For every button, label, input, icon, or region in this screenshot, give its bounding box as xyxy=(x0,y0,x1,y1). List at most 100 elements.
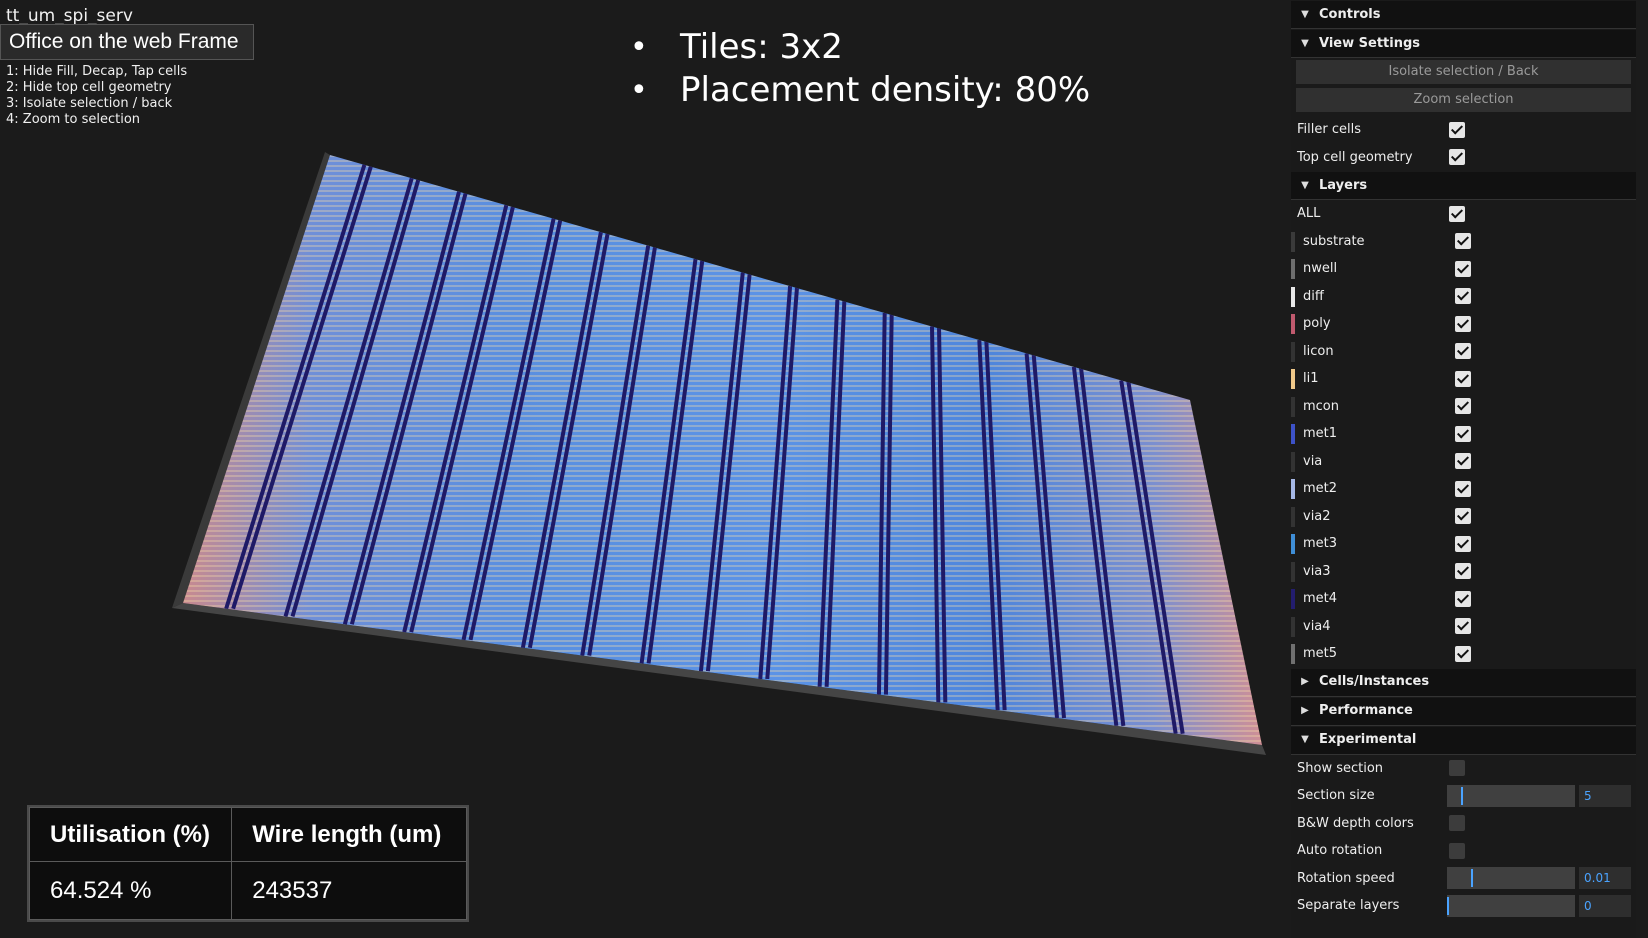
power-stripe xyxy=(409,204,516,633)
separate-layers-input[interactable]: 0 xyxy=(1579,894,1631,917)
power-stripe xyxy=(402,204,509,633)
layer-row-licon: licon xyxy=(1291,338,1636,366)
layer-checkbox-licon[interactable] xyxy=(1455,343,1471,360)
filler-cells-row: Filler cells xyxy=(1291,116,1636,144)
layer-row-li1: li1 xyxy=(1291,365,1636,393)
info-bullets: Tiles: 3x2 Placement density: 80% xyxy=(630,26,1090,112)
layer-color-swatch xyxy=(1291,369,1295,389)
layer-checkbox-met5[interactable] xyxy=(1455,645,1471,662)
shortcut-help: 1: Hide Fill, Decap, Tap cells 2: Hide t… xyxy=(6,64,187,128)
layer-checkbox-met4[interactable] xyxy=(1455,590,1471,607)
section-size-slider[interactable] xyxy=(1447,784,1575,807)
section-layers[interactable]: ▼ Layers xyxy=(1291,172,1636,200)
layer-label: via2 xyxy=(1303,508,1331,524)
layer-row-substrate: substrate xyxy=(1291,228,1636,256)
section-controls[interactable]: ▼ Controls xyxy=(1291,1,1636,29)
power-stripe xyxy=(824,299,847,687)
power-stripe xyxy=(705,272,752,672)
filler-cells-checkbox[interactable] xyxy=(1449,121,1465,138)
section-performance[interactable]: ▶ Performance xyxy=(1291,697,1636,726)
bw-depth-label: B&W depth colors xyxy=(1297,815,1414,831)
layer-row-poly: poly xyxy=(1291,310,1636,338)
chevron-right-icon: ▶ xyxy=(1301,676,1309,687)
rotation-speed-slider[interactable] xyxy=(1447,867,1575,890)
layer-row-nwell: nwell xyxy=(1291,255,1636,283)
wire-length-header: Wire length (um) xyxy=(231,807,467,862)
power-stripe xyxy=(1078,366,1126,727)
layer-all-label: ALL xyxy=(1297,206,1321,222)
layer-row-via: via xyxy=(1291,448,1636,476)
shortcut-1: 1: Hide Fill, Decap, Tap cells xyxy=(6,64,188,79)
layer-all-checkbox[interactable] xyxy=(1449,205,1465,222)
power-stripe xyxy=(765,285,800,680)
chip-edge xyxy=(172,152,330,608)
layer-all-row: ALL xyxy=(1291,200,1636,228)
layer-checkbox-substrate[interactable] xyxy=(1455,233,1471,250)
section-size-input[interactable]: 5 xyxy=(1579,784,1631,807)
layer-checkbox-poly[interactable] xyxy=(1455,315,1471,332)
separate-layers-slider[interactable] xyxy=(1447,894,1575,917)
layer-row-mcon: mcon xyxy=(1291,393,1636,421)
power-stripe xyxy=(646,258,705,664)
layer-color-swatch xyxy=(1291,424,1295,444)
isolate-selection-button[interactable]: Isolate selection / Back xyxy=(1296,60,1631,84)
layer-row-via2: via2 xyxy=(1291,503,1636,531)
design-name: tt_um_spi_serv xyxy=(6,6,133,26)
top-cell-checkbox[interactable] xyxy=(1449,149,1465,166)
3d-viewport[interactable]: tt_um_spi_serv Office on the web Frame 1… xyxy=(0,0,1290,938)
frame-label: Office on the web Frame xyxy=(0,24,254,60)
rotation-speed-input[interactable]: 0.01 xyxy=(1579,867,1631,890)
bw-depth-checkbox[interactable] xyxy=(1449,815,1465,832)
section-cells-instances[interactable]: ▶ Cells/Instances xyxy=(1291,668,1636,697)
power-stripe xyxy=(1126,380,1185,734)
power-stripes xyxy=(224,164,1185,734)
zoom-selection-button[interactable]: Zoom selection xyxy=(1296,88,1631,112)
auto-rotation-checkbox[interactable] xyxy=(1449,842,1465,859)
power-stripe xyxy=(984,339,1007,711)
layer-color-swatch xyxy=(1291,589,1295,609)
section-experimental[interactable]: ▼ Experimental xyxy=(1291,726,1636,755)
layer-checkbox-via2[interactable] xyxy=(1455,508,1471,525)
power-stripe xyxy=(231,164,374,610)
layer-row-met1: met1 xyxy=(1291,420,1636,448)
power-stripe xyxy=(937,326,948,703)
show-section-checkbox[interactable] xyxy=(1449,760,1465,777)
power-stripe xyxy=(342,191,461,625)
chevron-down-icon: ▼ xyxy=(1301,179,1309,191)
layer-color-swatch xyxy=(1291,314,1295,334)
layer-row-met2: met2 xyxy=(1291,475,1636,503)
power-stripe xyxy=(1031,353,1066,719)
layer-checkbox-met1[interactable] xyxy=(1455,425,1471,442)
layer-checkbox-met2[interactable] xyxy=(1455,480,1471,497)
chip-layout-render[interactable] xyxy=(0,0,1290,938)
layer-label: met5 xyxy=(1303,646,1338,662)
controls-panel: ▼ Controls ▼ View Settings Isolate selecti… xyxy=(1291,0,1636,938)
layer-checkbox-mcon[interactable] xyxy=(1455,398,1471,415)
section-view-settings[interactable]: ▼ View Settings xyxy=(1291,30,1636,58)
layer-checkbox-via4[interactable] xyxy=(1455,618,1471,635)
layer-row-via4: via4 xyxy=(1291,613,1636,641)
bullet-density: Placement density: 80% xyxy=(630,69,1090,112)
layer-checkbox-met3[interactable] xyxy=(1455,535,1471,552)
layer-label: substrate xyxy=(1303,233,1365,249)
power-stripe xyxy=(930,326,941,703)
layer-checkbox-diff[interactable] xyxy=(1455,288,1471,305)
layer-checkbox-nwell[interactable] xyxy=(1455,260,1471,277)
layer-checkbox-via3[interactable] xyxy=(1455,563,1471,580)
layer-label: via3 xyxy=(1303,563,1331,579)
layer-color-swatch xyxy=(1291,616,1295,637)
power-stripe xyxy=(527,231,610,649)
layer-checkbox-via[interactable] xyxy=(1455,453,1471,470)
layer-color-swatch xyxy=(1291,286,1295,307)
layer-color-swatch xyxy=(1291,644,1295,664)
shortcut-4: 4: Zoom to selection xyxy=(6,112,141,127)
chip-bottom-edge xyxy=(172,603,1266,755)
utilisation-value: 64.524 % xyxy=(28,861,233,920)
top-cell-row: Top cell geometry xyxy=(1291,144,1636,172)
power-stripe xyxy=(639,258,698,664)
layer-row-met4: met4 xyxy=(1291,585,1636,613)
power-stripe xyxy=(461,218,556,641)
layer-color-swatch xyxy=(1291,534,1295,554)
power-stripe xyxy=(758,285,793,680)
layer-checkbox-li1[interactable] xyxy=(1455,370,1471,387)
